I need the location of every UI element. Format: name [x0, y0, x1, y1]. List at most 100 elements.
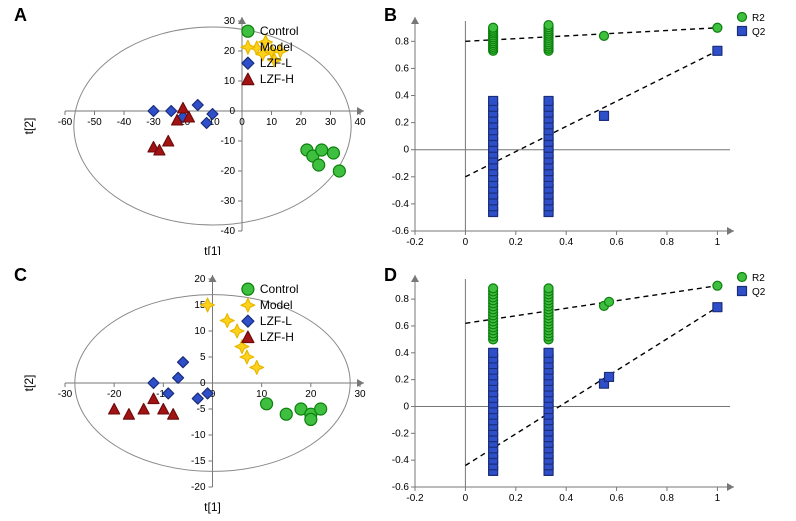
data-point: [158, 404, 169, 414]
svg-text:-0.2: -0.2: [392, 172, 410, 183]
svg-text:LZF-L: LZF-L: [260, 56, 292, 70]
svg-text:-5: -5: [197, 404, 206, 415]
data-point: [192, 100, 203, 111]
svg-text:10: 10: [224, 76, 236, 87]
svg-text:0.8: 0.8: [395, 36, 409, 47]
svg-text:0.2: 0.2: [509, 493, 523, 504]
svg-text:Control: Control: [260, 282, 299, 296]
data-point: [250, 361, 264, 375]
data-point: [280, 408, 292, 420]
svg-text:0: 0: [200, 378, 206, 389]
data-point: [327, 147, 339, 159]
legend-marker: [242, 25, 254, 37]
data-point: [138, 404, 149, 414]
svg-text:-0.2: -0.2: [392, 428, 410, 439]
data-point: [313, 159, 325, 171]
legend-marker: [738, 273, 747, 282]
figure-root: -60-50-40-30-20-10010203040-40-30-20-100…: [0, 0, 796, 521]
svg-text:-0.4: -0.4: [392, 199, 410, 210]
svg-text:10: 10: [266, 117, 278, 128]
data-point: [600, 31, 609, 40]
data-point: [230, 324, 244, 338]
svg-text:-0.2: -0.2: [406, 237, 424, 248]
svg-text:0.4: 0.4: [559, 493, 573, 504]
svg-text:C: C: [14, 265, 27, 285]
svg-text:t[1]: t[1]: [204, 244, 221, 255]
data-point: [489, 348, 498, 357]
svg-text:0: 0: [463, 237, 469, 248]
svg-text:Control: Control: [260, 24, 299, 38]
svg-text:1: 1: [715, 493, 721, 504]
svg-text:20: 20: [224, 46, 236, 57]
data-point: [489, 284, 498, 293]
svg-text:1: 1: [715, 237, 721, 248]
legend-marker: [242, 331, 254, 342]
svg-text:-40: -40: [221, 226, 236, 237]
data-point: [713, 23, 722, 32]
svg-text:0.6: 0.6: [610, 237, 624, 248]
legend-marker: [242, 57, 254, 69]
data-point: [489, 23, 498, 32]
svg-text:t[1]: t[1]: [204, 500, 221, 514]
svg-text:-30: -30: [146, 117, 161, 128]
svg-text:-50: -50: [87, 117, 102, 128]
svg-text:0.4: 0.4: [559, 237, 573, 248]
svg-text:-30: -30: [58, 389, 73, 400]
data-point: [489, 96, 498, 105]
svg-text:0.4: 0.4: [395, 91, 409, 102]
data-point: [600, 111, 609, 120]
svg-text:R2: R2: [752, 273, 765, 284]
legend-marker: [738, 287, 747, 296]
svg-text:0.8: 0.8: [395, 294, 409, 305]
svg-text:LZF-L: LZF-L: [260, 314, 292, 328]
panel-b: -0.200.20.40.60.81-0.6-0.4-0.200.20.40.6…: [380, 3, 788, 255]
panel-a: -60-50-40-30-20-10010203040-40-30-20-100…: [10, 3, 370, 255]
svg-text:0: 0: [403, 145, 409, 156]
legend-marker: [242, 73, 254, 84]
legend-marker: [241, 40, 255, 54]
svg-text:20: 20: [305, 389, 317, 400]
data-point: [123, 409, 134, 419]
data-point: [316, 144, 328, 156]
data-point: [220, 314, 234, 328]
svg-text:-0.4: -0.4: [392, 455, 410, 466]
data-point: [713, 46, 722, 55]
svg-text:0: 0: [239, 117, 245, 128]
svg-text:30: 30: [224, 16, 236, 27]
svg-text:-20: -20: [191, 482, 206, 493]
svg-text:-60: -60: [58, 117, 73, 128]
svg-text:5: 5: [200, 352, 206, 363]
data-point: [544, 284, 553, 293]
data-point: [261, 398, 273, 410]
svg-text:0.2: 0.2: [509, 237, 523, 248]
svg-text:40: 40: [354, 117, 366, 128]
data-point: [605, 372, 614, 381]
svg-text:Model: Model: [260, 298, 293, 312]
svg-text:0: 0: [463, 493, 469, 504]
svg-text:30: 30: [354, 389, 366, 400]
svg-text:-40: -40: [117, 117, 132, 128]
svg-text:A: A: [14, 5, 27, 25]
svg-text:Model: Model: [260, 40, 293, 54]
svg-text:0.2: 0.2: [395, 375, 409, 386]
svg-text:0.4: 0.4: [395, 348, 409, 359]
svg-text:-0.2: -0.2: [406, 493, 424, 504]
legend-marker: [738, 27, 747, 36]
data-point: [305, 413, 317, 425]
svg-text:10: 10: [194, 326, 206, 337]
data-point: [166, 106, 177, 117]
svg-text:t[2]: t[2]: [22, 118, 36, 135]
svg-text:-30: -30: [221, 196, 236, 207]
panel-c: -30-20-100102030-20-15-10-505101520t[1]t…: [10, 263, 370, 515]
data-point: [148, 378, 159, 389]
data-point: [178, 357, 189, 368]
svg-text:-0.6: -0.6: [392, 482, 410, 493]
legend-marker: [242, 315, 254, 327]
data-point: [605, 297, 614, 306]
svg-text:0.8: 0.8: [660, 237, 674, 248]
data-point: [173, 372, 184, 383]
svg-text:30: 30: [325, 117, 337, 128]
svg-text:20: 20: [194, 274, 206, 285]
svg-text:-20: -20: [221, 166, 236, 177]
svg-text:-10: -10: [221, 136, 236, 147]
